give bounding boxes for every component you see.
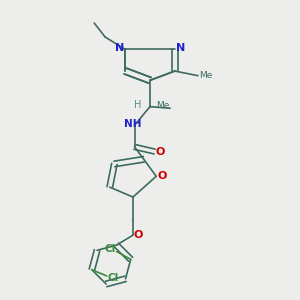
Text: N: N (115, 43, 124, 53)
Text: Cl: Cl (104, 244, 116, 254)
Text: H: H (134, 100, 141, 110)
Text: NH: NH (124, 119, 142, 129)
Text: O: O (157, 171, 167, 181)
Text: O: O (155, 146, 165, 157)
Text: Me: Me (156, 100, 169, 109)
Text: Me: Me (199, 71, 212, 80)
Text: Cl: Cl (108, 272, 119, 283)
Text: O: O (134, 230, 143, 240)
Text: N: N (176, 43, 185, 53)
